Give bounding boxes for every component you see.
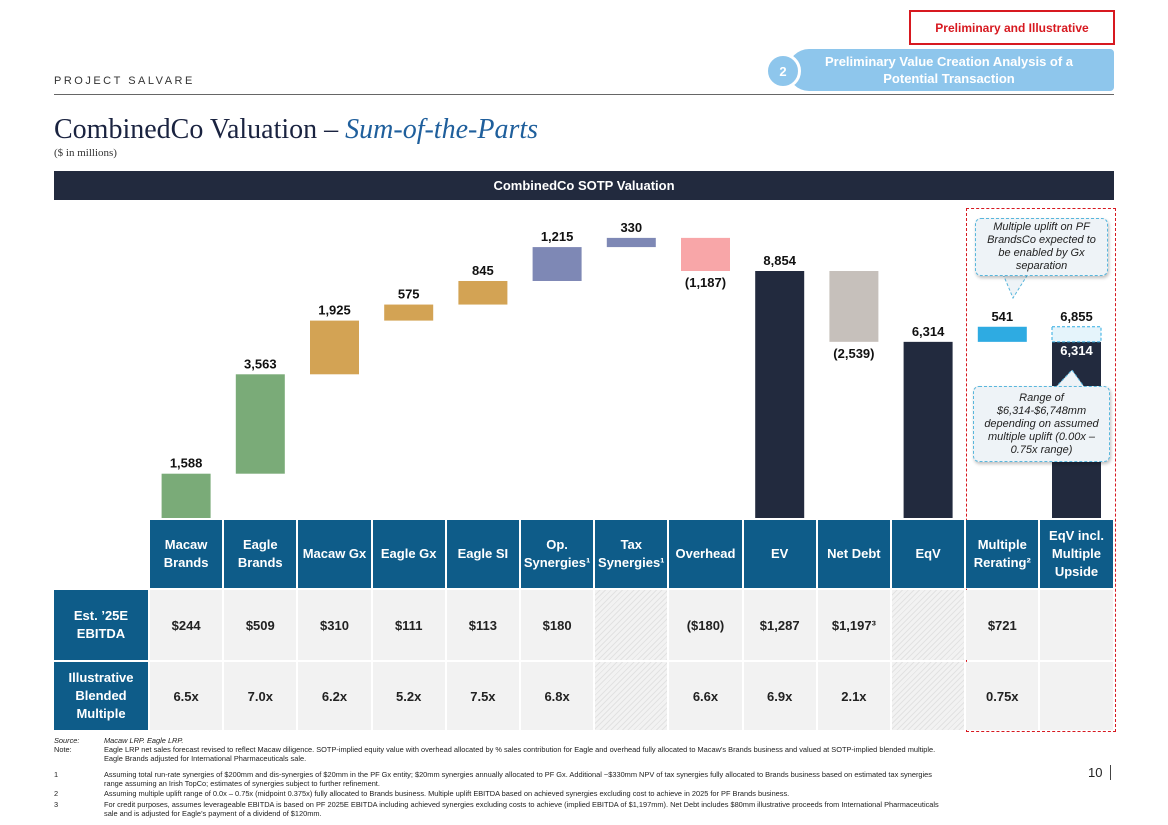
title-italic: Sum-of-the-Parts [345,114,539,145]
section-number: 2 [765,53,801,89]
bar [755,271,805,518]
table-cell: $1,287 [743,590,816,660]
column-header: EqV [892,520,965,588]
table-cell: 6.5x [150,662,223,730]
pointer [1002,273,1029,300]
callout: Range of $6,314-$6,748mm depending on as… [973,386,1110,462]
bar-label: 575 [398,287,420,302]
section-title: Preliminary Value Creation Analysis of a… [824,54,1074,86]
blank-cell [892,662,965,730]
highlight-box [966,208,1116,732]
footnote-label: 3 [54,800,59,809]
table-cell: $113 [446,590,519,660]
project-name: PROJECT SALVARE [54,75,195,87]
table-cell: 6.8x [521,662,594,730]
table-cell: 6.9x [743,662,816,730]
blank-cell [1040,662,1113,730]
table-cell: 6.2x [298,662,371,730]
blank-cell [595,590,668,660]
column-header: Eagle Gx [372,520,445,588]
bar-label: (2,539) [833,346,874,361]
table-cell: ($180) [669,590,742,660]
bar-label: 6,314 [912,324,945,339]
rule [54,94,1114,95]
footnote-text: Eagle LRP net sales forecast revised to … [104,745,936,763]
column-header: Op. Synergies¹ [521,520,594,588]
bar [829,271,879,342]
table-cell: $310 [298,590,371,660]
bar [903,341,953,518]
blank-cell [1040,590,1113,660]
page-number: 10 [1088,765,1112,780]
bar-label: 6,855 [1060,309,1093,324]
banner: CombinedCo SOTP Valuation [54,171,1114,200]
footnote-label: Note: [54,745,72,754]
footnote-text: Assuming multiple uplift range of 0.0x –… [104,789,790,798]
table-cell: $111 [372,590,445,660]
row-header: Illustrative Blended Multiple [54,662,148,730]
bar-label: 541 [991,309,1013,324]
column-header: Eagle Brands [224,520,297,588]
table-cell: $244 [150,590,223,660]
table-cell: 5.2x [372,662,445,730]
bar [384,304,434,321]
footnote-text: Assuming total run-rate synergies of $20… [104,770,932,788]
column-header: Overhead [669,520,742,588]
footnote-text: For credit purposes, assumes leverageabl… [104,800,939,818]
section-tab [788,49,1114,91]
bar [235,374,285,474]
footnote-label: Source: [54,736,80,745]
column-header: EqV incl. Multiple Upside [1040,520,1113,588]
table-cell: $1,197³ [817,590,890,660]
column-header: Eagle SI [446,520,519,588]
column-header: Macaw Brands [150,520,223,588]
bar-label: 8,854 [763,253,796,268]
footnote-label: 2 [54,789,59,798]
column-header: EV [743,520,816,588]
table-cell: $721 [966,590,1039,660]
bar-label: 1,215 [541,229,574,244]
bar [310,320,359,375]
column-header: Tax Synergies¹ [595,520,668,588]
stamp: Preliminary and Illustrative [909,10,1115,45]
subtitle: ($ in millions) [54,147,117,159]
table-cell: 7.5x [446,662,519,730]
title: CombinedCo Valuation – Sum-of-the-Parts [54,114,538,146]
table-cell: 2.1x [817,662,890,730]
bar-label: 6,314 [1060,343,1093,358]
bar [681,237,730,271]
bar-label: 3,563 [244,356,277,371]
callout: Multiple uplift on PF BrandsCo expected … [975,218,1108,276]
title-text: CombinedCo Valuation – [54,114,346,145]
bar [532,247,582,281]
footnote-text: Macaw LRP. Eagle LRP. [104,736,184,745]
footnote-label: 1 [54,770,59,779]
blank-cell [892,590,965,660]
bar [977,326,1027,342]
bar-label: 845 [472,263,494,278]
bar-label: (1,187) [685,275,726,290]
bar [161,473,211,518]
blank-cell [595,662,668,730]
table-cell: $509 [224,590,297,660]
column-header: Macaw Gx [298,520,371,588]
table-cell: $180 [521,590,594,660]
bar-label: 1,925 [318,303,351,318]
bar-label: 330 [620,220,642,235]
upside-bar [1051,326,1102,343]
bar-label: 1,588 [170,456,203,471]
table-cell: 0.75x [966,662,1039,730]
bar [458,280,508,305]
table-cell: 6.6x [669,662,742,730]
table-cell: 7.0x [224,662,297,730]
column-header: Multiple Rerating² [966,520,1039,588]
column-header: Net Debt [817,520,890,588]
bar [606,237,656,248]
row-header: Est. ’25E EBITDA [54,590,148,660]
